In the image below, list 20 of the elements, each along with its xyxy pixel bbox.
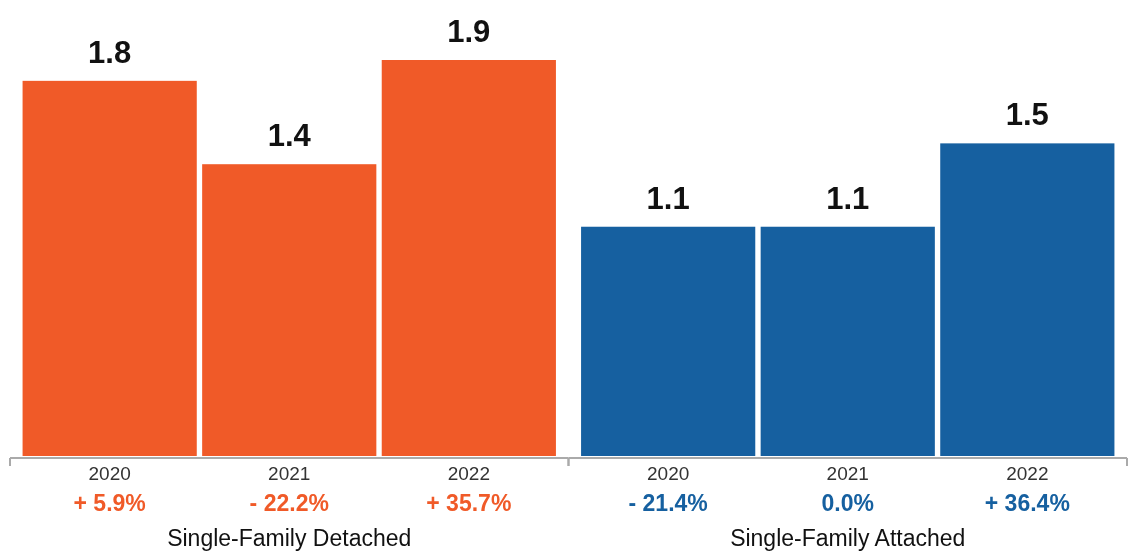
x-tick-label: 2020 bbox=[88, 463, 131, 484]
data-label: 1.1 bbox=[826, 180, 870, 216]
text: - 22.2% bbox=[249, 490, 329, 516]
x-axis-title: Single-Family Attached bbox=[730, 525, 966, 551]
x-tick-label: 2021 bbox=[268, 463, 311, 484]
text: + 35.7% bbox=[426, 490, 512, 516]
text: + 5.9% bbox=[73, 490, 146, 516]
x-axis-title: Single-Family Detached bbox=[167, 525, 412, 551]
text: - 21.4% bbox=[628, 490, 708, 516]
data-label: 1.5 bbox=[1005, 97, 1049, 133]
data-label: 1.9 bbox=[447, 14, 491, 49]
x-tick-label: 2022 bbox=[1006, 463, 1049, 484]
x-tick-label: 2021 bbox=[826, 463, 869, 484]
data-label: 1.1 bbox=[646, 180, 690, 216]
text: 0.0% bbox=[821, 490, 874, 516]
data-label: 1.8 bbox=[88, 34, 132, 70]
data-label: 1.4 bbox=[267, 118, 312, 154]
x-tick-label: 2022 bbox=[447, 463, 490, 484]
x-tick-label: 2020 bbox=[647, 463, 690, 484]
text: + 36.4% bbox=[984, 490, 1070, 516]
